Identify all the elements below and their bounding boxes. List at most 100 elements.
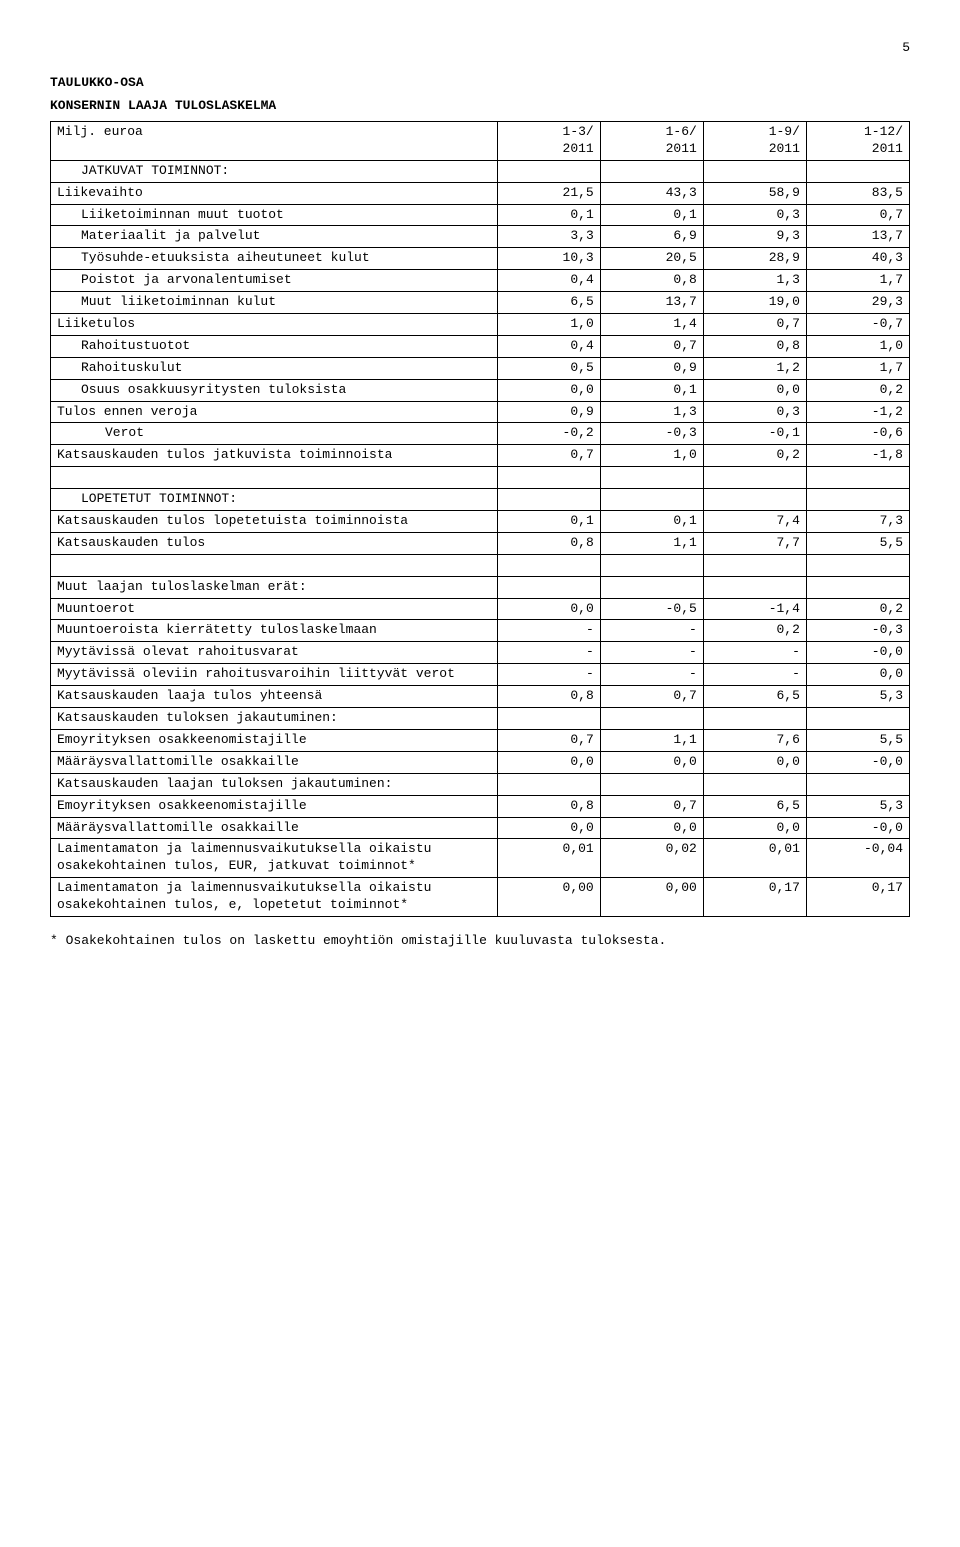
header-col2: 1-6/2011 bbox=[600, 122, 703, 161]
row-value: 0,9 bbox=[497, 401, 600, 423]
row-value: 0,2 bbox=[703, 620, 806, 642]
row-value: - bbox=[600, 642, 703, 664]
row-value: 0,0 bbox=[497, 379, 600, 401]
row-value: 6,5 bbox=[497, 292, 600, 314]
row-value: 1,1 bbox=[600, 532, 703, 554]
row-value: 1,4 bbox=[600, 314, 703, 336]
row-label bbox=[51, 467, 498, 489]
row-value bbox=[600, 708, 703, 730]
row-value: 0,1 bbox=[497, 204, 600, 226]
row-value bbox=[497, 467, 600, 489]
table-row: Tulos ennen veroja0,91,30,3-1,2 bbox=[51, 401, 910, 423]
row-label: Määräysvallattomille osakkaille bbox=[51, 817, 498, 839]
row-value: 9,3 bbox=[703, 226, 806, 248]
table-row: Muuntoeroista kierrätetty tuloslaskelmaa… bbox=[51, 620, 910, 642]
row-label: Liiketulos bbox=[51, 314, 498, 336]
table-row: LOPETETUT TOIMINNOT: bbox=[51, 489, 910, 511]
row-label: Laimentamaton ja laimennusvaikutuksella … bbox=[51, 878, 498, 917]
row-value: 0,9 bbox=[600, 357, 703, 379]
row-value: 5,5 bbox=[806, 729, 909, 751]
row-value: 0,17 bbox=[703, 878, 806, 917]
row-value: 0,0 bbox=[806, 664, 909, 686]
row-label: JATKUVAT TOIMINNOT: bbox=[51, 160, 498, 182]
row-label bbox=[51, 554, 498, 576]
row-value: - bbox=[600, 620, 703, 642]
row-value: 0,0 bbox=[497, 598, 600, 620]
row-value bbox=[600, 554, 703, 576]
row-value: - bbox=[497, 642, 600, 664]
row-value bbox=[806, 708, 909, 730]
row-value: 0,02 bbox=[600, 839, 703, 878]
row-value: 7,3 bbox=[806, 511, 909, 533]
row-label: Muut liiketoiminnan kulut bbox=[51, 292, 498, 314]
row-value: 3,3 bbox=[497, 226, 600, 248]
row-value: -0,04 bbox=[806, 839, 909, 878]
row-value: 1,7 bbox=[806, 357, 909, 379]
row-label: Katsauskauden tulos jatkuvista toiminnoi… bbox=[51, 445, 498, 467]
row-value: 0,1 bbox=[600, 379, 703, 401]
table-row: Emoyrityksen osakkeenomistajille0,71,17,… bbox=[51, 729, 910, 751]
row-label: Liiketoiminnan muut tuotot bbox=[51, 204, 498, 226]
row-value: 21,5 bbox=[497, 182, 600, 204]
row-value: -1,8 bbox=[806, 445, 909, 467]
row-value: -1,2 bbox=[806, 401, 909, 423]
row-value: 29,3 bbox=[806, 292, 909, 314]
row-value: 0,1 bbox=[600, 511, 703, 533]
table-row: Materiaalit ja palvelut3,36,99,313,7 bbox=[51, 226, 910, 248]
row-label: Katsauskauden tulos lopetetuista toiminn… bbox=[51, 511, 498, 533]
row-label: Tulos ennen veroja bbox=[51, 401, 498, 423]
row-value: 0,01 bbox=[497, 839, 600, 878]
row-value: -0,0 bbox=[806, 817, 909, 839]
row-value: -0,0 bbox=[806, 751, 909, 773]
table-row: Katsauskauden tuloksen jakautuminen: bbox=[51, 708, 910, 730]
row-label: Katsauskauden tuloksen jakautuminen: bbox=[51, 708, 498, 730]
table-row: Poistot ja arvonalentumiset0,40,81,31,7 bbox=[51, 270, 910, 292]
row-label: Katsauskauden tulos bbox=[51, 532, 498, 554]
table-row: Katsauskauden laaja tulos yhteensä0,80,7… bbox=[51, 686, 910, 708]
row-value bbox=[600, 576, 703, 598]
row-value: - bbox=[703, 642, 806, 664]
row-value: 0,3 bbox=[703, 401, 806, 423]
row-value: 0,00 bbox=[497, 878, 600, 917]
row-value: 0,4 bbox=[497, 335, 600, 357]
header-label: Milj. euroa bbox=[51, 122, 498, 161]
row-value bbox=[703, 773, 806, 795]
row-label: Työsuhde-etuuksista aiheutuneet kulut bbox=[51, 248, 498, 270]
row-value: -0,0 bbox=[806, 642, 909, 664]
table-row: Määräysvallattomille osakkaille0,00,00,0… bbox=[51, 817, 910, 839]
row-value: 1,3 bbox=[703, 270, 806, 292]
row-value: 1,2 bbox=[703, 357, 806, 379]
row-label: Myytävissä olevat rahoitusvarat bbox=[51, 642, 498, 664]
row-value: 1,0 bbox=[497, 314, 600, 336]
row-value bbox=[497, 489, 600, 511]
row-value: -1,4 bbox=[703, 598, 806, 620]
row-value: 0,2 bbox=[703, 445, 806, 467]
table-row: Emoyrityksen osakkeenomistajille0,80,76,… bbox=[51, 795, 910, 817]
table-row: Määräysvallattomille osakkaille0,00,00,0… bbox=[51, 751, 910, 773]
row-value bbox=[703, 708, 806, 730]
row-value: 0,3 bbox=[703, 204, 806, 226]
row-value bbox=[806, 160, 909, 182]
row-value bbox=[497, 554, 600, 576]
row-value: 6,9 bbox=[600, 226, 703, 248]
row-value bbox=[497, 160, 600, 182]
row-value: 0,8 bbox=[703, 335, 806, 357]
table-row: Liiketulos1,01,40,7-0,7 bbox=[51, 314, 910, 336]
table-row: Osuus osakkuusyritysten tuloksista0,00,1… bbox=[51, 379, 910, 401]
table-row: Muut laajan tuloslaskelman erät: bbox=[51, 576, 910, 598]
row-label: Määräysvallattomille osakkaille bbox=[51, 751, 498, 773]
income-statement-table: Milj. euroa 1-3/2011 1-6/2011 1-9/2011 1… bbox=[50, 121, 910, 917]
table-row: Myytävissä oleviin rahoitusvaroihin liit… bbox=[51, 664, 910, 686]
row-value: 7,4 bbox=[703, 511, 806, 533]
row-value: 0,2 bbox=[806, 598, 909, 620]
row-value: 0,8 bbox=[600, 270, 703, 292]
row-label: Liikevaihto bbox=[51, 182, 498, 204]
row-value bbox=[806, 773, 909, 795]
row-value: 0,4 bbox=[497, 270, 600, 292]
row-value bbox=[497, 708, 600, 730]
row-value: -0,3 bbox=[806, 620, 909, 642]
row-value: 1,1 bbox=[600, 729, 703, 751]
table-row bbox=[51, 554, 910, 576]
table-row: Työsuhde-etuuksista aiheutuneet kulut10,… bbox=[51, 248, 910, 270]
row-value: 0,0 bbox=[600, 817, 703, 839]
